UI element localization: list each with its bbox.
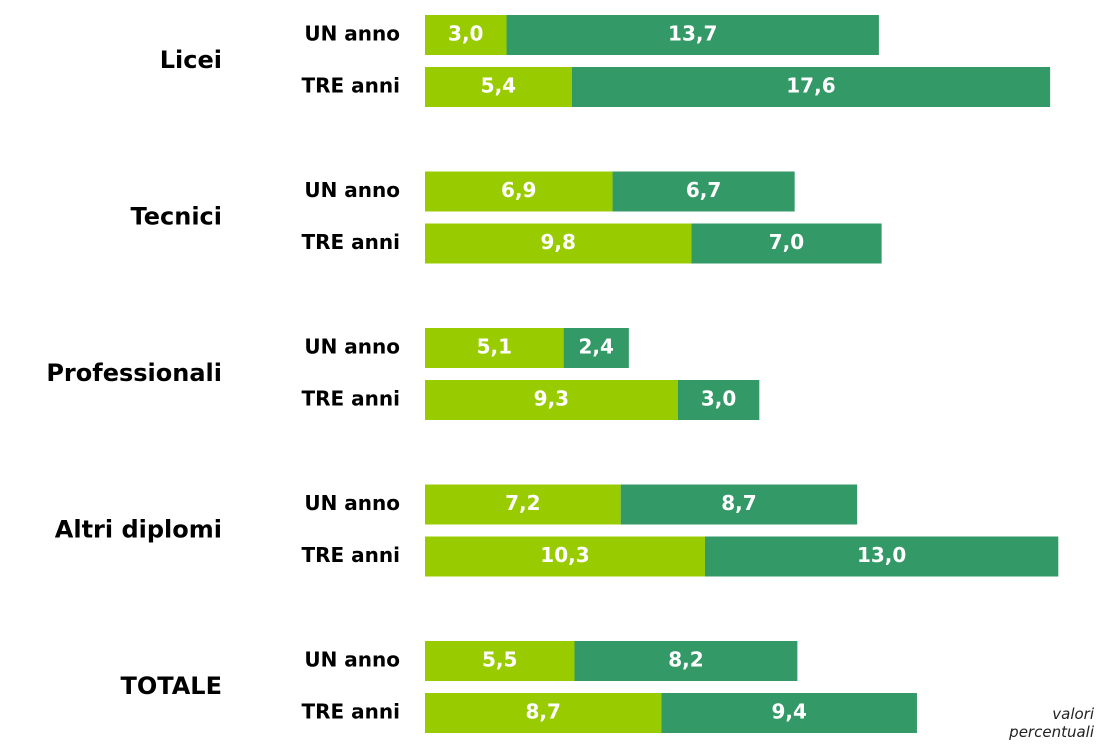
bar-segment: [425, 693, 662, 733]
row-label: UN anno: [304, 178, 400, 202]
bar-segment: [425, 641, 575, 681]
value-label: 2,4: [579, 335, 614, 359]
row-label: UN anno: [304, 648, 400, 672]
value-label: 9,8: [540, 230, 575, 254]
row-label: TRE anni: [302, 230, 401, 254]
bar-segment: [620, 484, 858, 525]
value-label: 6,9: [501, 178, 536, 202]
bar-segment: [677, 380, 760, 420]
bar-segment: [425, 223, 692, 264]
value-label: 10,3: [540, 543, 589, 567]
bar-segment: [506, 15, 879, 55]
row-label: TRE anni: [302, 387, 401, 411]
bar-segment: [574, 641, 798, 681]
value-label: 9,4: [771, 700, 806, 724]
value-label: 8,7: [526, 700, 561, 724]
row-label: TRE anni: [302, 74, 401, 98]
bar-segment: [425, 380, 678, 420]
group-label: Altri diplomi: [55, 516, 222, 544]
bar-segment: [612, 171, 795, 212]
group-label: Tecnici: [131, 203, 222, 231]
bar-segment: [425, 171, 613, 212]
value-label: 13,0: [857, 543, 906, 567]
value-label: 17,6: [786, 74, 835, 98]
bar-segment: [425, 15, 507, 55]
bar-segment: [661, 693, 917, 733]
group-label: Professionali: [46, 359, 222, 387]
bar-segment: [425, 67, 572, 107]
value-label: 6,7: [686, 178, 721, 202]
bar-segment: [425, 536, 705, 577]
value-label: 9,3: [534, 387, 569, 411]
bar-segment: [563, 328, 629, 368]
bar-segment: [704, 536, 1059, 577]
row-label: UN anno: [304, 491, 400, 515]
value-label: 5,5: [482, 648, 517, 672]
value-label: 7,2: [505, 491, 540, 515]
value-label: 3,0: [701, 387, 736, 411]
value-label: 5,1: [477, 335, 512, 359]
row-label: UN anno: [304, 335, 400, 359]
value-label: 13,7: [668, 22, 717, 46]
value-label: 8,7: [721, 491, 756, 515]
value-label: 5,4: [481, 74, 516, 98]
group-label: Licei: [160, 46, 222, 74]
note: valori percentuali: [1009, 705, 1094, 741]
bar-segment: [571, 67, 1051, 107]
bar-segment: [691, 223, 882, 264]
row-label: UN anno: [304, 22, 400, 46]
bar-segment: [425, 484, 621, 525]
value-label: 7,0: [769, 230, 804, 254]
group-label: TOTALE: [120, 672, 222, 700]
value-label: 8,2: [668, 648, 703, 672]
bar-segment: [425, 328, 564, 368]
value-label: 3,0: [448, 22, 483, 46]
row-label: TRE anni: [302, 700, 401, 724]
row-label: TRE anni: [302, 543, 401, 567]
